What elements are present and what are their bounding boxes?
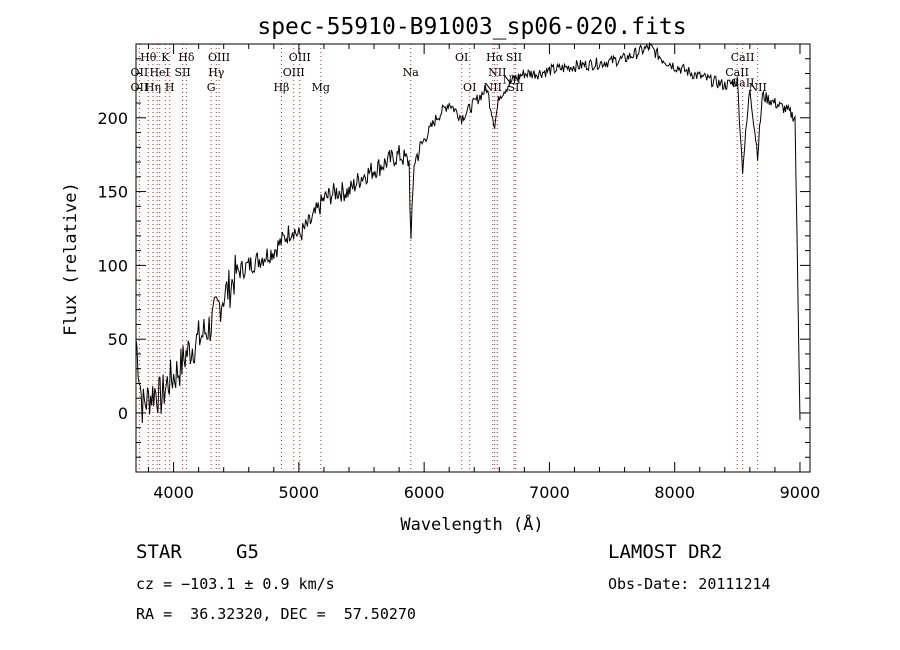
spectrum-series bbox=[135, 41, 801, 424]
object-type: STAR bbox=[136, 541, 182, 563]
y-tick-label: 0 bbox=[118, 404, 128, 423]
object-subclass: G5 bbox=[236, 541, 259, 563]
y-tick-label: 200 bbox=[97, 109, 128, 128]
spectral-line-label: Hβ bbox=[273, 81, 289, 94]
spectral-line-label: Hθ bbox=[140, 51, 157, 64]
observation-date: Obs-Date: 20111214 bbox=[608, 575, 771, 593]
spectral-line-label: Na bbox=[403, 66, 420, 79]
sky-coordinates: RA = 36.32320, DEC = 57.50270 bbox=[136, 605, 416, 623]
x-tick-label: 5000 bbox=[279, 483, 320, 502]
plot-frame bbox=[135, 43, 811, 473]
spectral-line-label: H bbox=[165, 81, 175, 94]
x-tick-label: 4000 bbox=[153, 483, 194, 502]
spectral-line-label: Hγ bbox=[208, 66, 225, 79]
spectral-line-label: OI bbox=[463, 81, 476, 94]
spectral-line-label: OIII bbox=[289, 51, 311, 64]
x-tick-label: 8000 bbox=[654, 483, 695, 502]
spectral-line-markers bbox=[138, 44, 759, 472]
spectral-line-label: CaII bbox=[725, 66, 749, 79]
spectral-line-label: NII bbox=[748, 81, 766, 94]
y-axis-label: Flux (relative) bbox=[61, 182, 81, 336]
spectral-line-label: NII bbox=[488, 66, 506, 79]
spectral-line-label: CaII bbox=[731, 51, 755, 64]
x-tick-label: 6000 bbox=[404, 483, 445, 502]
spectral-line-label: OI bbox=[455, 51, 468, 64]
spectral-line-label: SII bbox=[174, 66, 190, 79]
y-tick-label: 150 bbox=[97, 183, 128, 202]
spectral-line-label: OIII bbox=[283, 66, 305, 79]
spectral-line-label: Hη bbox=[145, 81, 161, 94]
spectral-line-label: HeI bbox=[149, 66, 169, 79]
x-tick-label: 7000 bbox=[529, 483, 570, 502]
redshift-velocity: cz = −103.1 ± 0.9 km/s bbox=[136, 575, 335, 593]
spectral-line-label: SII bbox=[508, 81, 524, 94]
y-tick-label: 50 bbox=[108, 330, 128, 349]
y-tick-label: 100 bbox=[97, 256, 128, 275]
y-axis-ticks: 0 50 100 150 200 bbox=[97, 58, 810, 458]
spectral-line-label: OII bbox=[131, 81, 149, 94]
x-axis-label: Wavelength (Å) bbox=[400, 513, 543, 535]
spectral-line-label: OII bbox=[131, 66, 149, 79]
spectral-line-label: SII bbox=[506, 51, 522, 64]
spectral-line-label: OIII bbox=[208, 51, 230, 64]
chart-title: spec-55910-B91003_sp06-020.fits bbox=[257, 14, 686, 40]
x-axis-ticks: 4000 5000 6000 7000 8000 9000 bbox=[148, 44, 821, 502]
spectral-line-label: Hα bbox=[486, 51, 504, 64]
spectral-line-label: K bbox=[161, 51, 170, 64]
survey-name: LAMOST DR2 bbox=[608, 541, 723, 563]
x-tick-label: 9000 bbox=[780, 483, 821, 502]
spectral-line-label: Mg bbox=[312, 81, 330, 94]
spectral-line-label: G bbox=[207, 81, 216, 94]
spectrum-line bbox=[135, 41, 801, 424]
spectral-line-label: Hδ bbox=[178, 51, 195, 64]
